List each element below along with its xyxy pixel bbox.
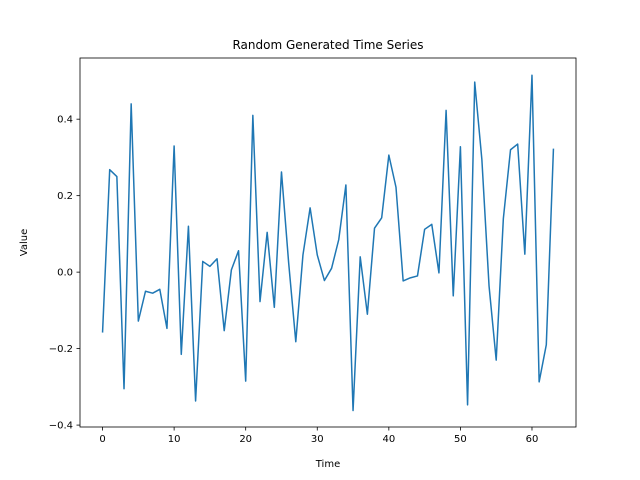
y-tick-label: −0.4 bbox=[49, 421, 73, 432]
x-tick-label: 40 bbox=[382, 434, 395, 445]
series-line bbox=[101, 74, 555, 412]
x-axis-label: Time bbox=[315, 459, 340, 470]
plot-area bbox=[101, 74, 555, 412]
y-tick-label: −0.2 bbox=[49, 344, 73, 355]
x-axis: 0 10 20 30 40 50 60 bbox=[99, 427, 538, 445]
x-tick-label: 20 bbox=[239, 434, 252, 445]
y-tick-label: 0.2 bbox=[57, 191, 73, 202]
x-tick-label: 50 bbox=[454, 434, 467, 445]
x-tick-label: 10 bbox=[168, 434, 181, 445]
plot-frame bbox=[79, 57, 577, 428]
chart-title: Random Generated Time Series bbox=[232, 38, 423, 52]
y-tick-label: 0.4 bbox=[57, 115, 73, 126]
x-tick-label: 0 bbox=[99, 434, 105, 445]
y-tick-label: 0.0 bbox=[57, 268, 73, 279]
x-tick-label: 30 bbox=[311, 434, 324, 445]
y-axis-label: Value bbox=[19, 229, 30, 256]
y-axis: −0.4 −0.2 0.0 0.2 0.4 bbox=[49, 115, 80, 432]
x-tick-label: 60 bbox=[526, 434, 539, 445]
